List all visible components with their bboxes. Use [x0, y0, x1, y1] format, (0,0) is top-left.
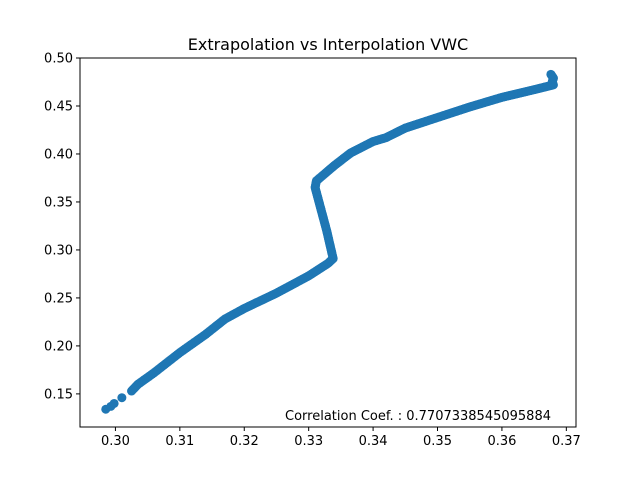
plot-frame	[79, 57, 577, 428]
y-axis: 0.15 0.20 0.25 0.30 0.35 0.40 0.45 0.50	[44, 52, 80, 402]
x-axis: 0.30 0.31 0.32 0.33 0.34 0.35 0.36 0.37	[101, 427, 581, 449]
x-tick-label: 0.32	[230, 434, 259, 449]
chart-title: Extrapolation vs Interpolation VWC	[188, 35, 468, 54]
x-tick-label: 0.34	[359, 434, 388, 449]
y-tick-label: 0.40	[44, 147, 73, 162]
y-tick-label: 0.30	[44, 243, 73, 258]
data-point	[546, 69, 556, 79]
y-tick-label: 0.25	[44, 291, 73, 306]
x-tick-label: 0.36	[487, 434, 516, 449]
data-point	[109, 398, 119, 408]
correlation-annotation: Correlation Coef. : 0.7707338545095884	[285, 409, 551, 424]
y-tick-label: 0.20	[44, 339, 73, 354]
x-tick-label: 0.30	[101, 434, 130, 449]
y-tick-label: 0.15	[44, 387, 73, 402]
x-tick-label: 0.35	[423, 434, 452, 449]
x-tick-label: 0.37	[552, 434, 581, 449]
data-point	[117, 393, 127, 403]
y-tick-label: 0.50	[44, 52, 73, 67]
x-tick-label: 0.33	[294, 434, 323, 449]
y-tick-label: 0.45	[44, 99, 73, 114]
x-tick-label: 0.31	[165, 434, 194, 449]
y-tick-label: 0.35	[44, 195, 73, 210]
data-points	[101, 69, 558, 414]
